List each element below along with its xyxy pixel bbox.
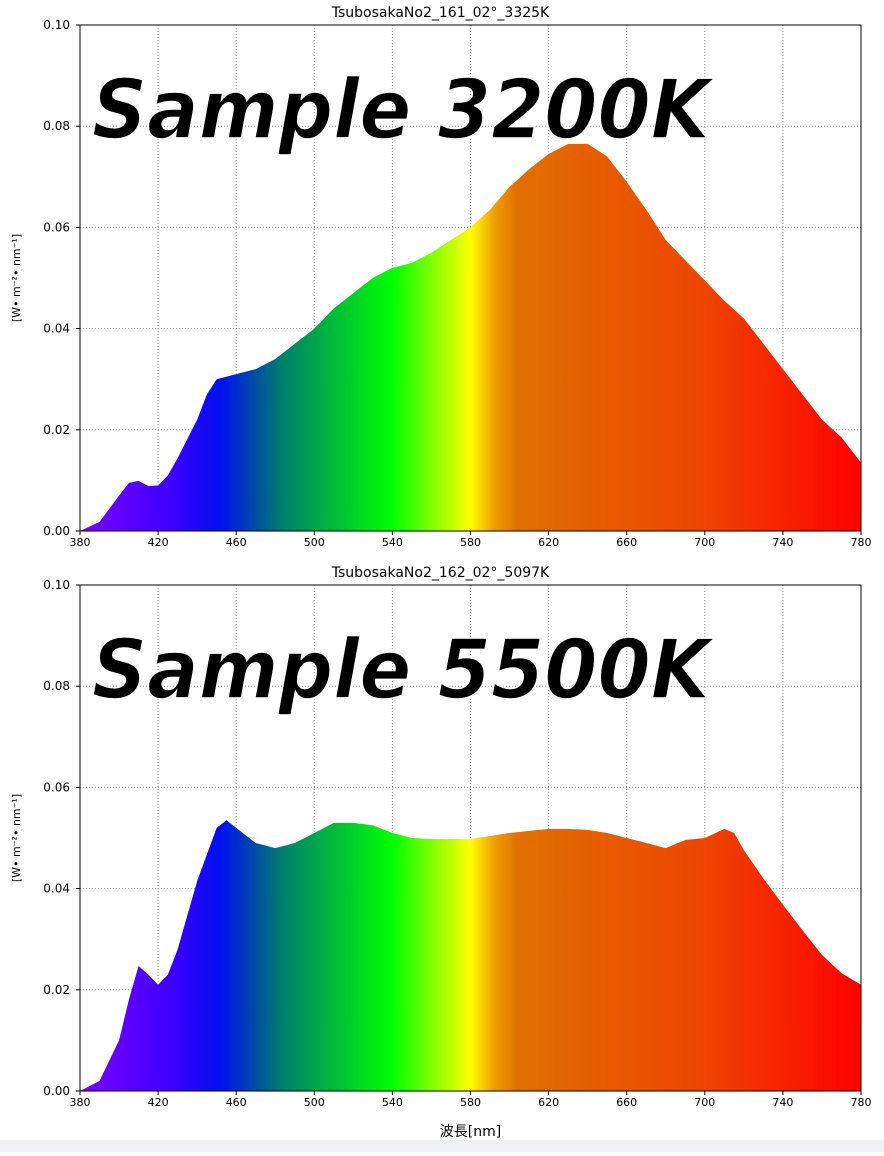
x-tick-label: 740 [772, 536, 793, 549]
y-tick-label: 0.00 [43, 524, 70, 538]
x-tick-label: 500 [304, 1096, 325, 1109]
x-tick-label: 540 [382, 1096, 403, 1109]
y-axis-label: [W• m⁻²• nm⁻¹] [10, 794, 23, 882]
x-tick-label: 460 [226, 1096, 247, 1109]
x-tick-label: 780 [851, 536, 872, 549]
x-tick-label: 420 [148, 536, 169, 549]
x-tick-label: 620 [538, 536, 559, 549]
x-tick-label: 660 [616, 1096, 637, 1109]
spectrum-area [80, 820, 861, 1091]
x-tick-label: 540 [382, 536, 403, 549]
x-tick-label: 700 [694, 1096, 715, 1109]
plot-frame [79, 584, 862, 1092]
y-tick-label: 0.04 [43, 322, 70, 336]
y-tick-label: 0.04 [43, 882, 70, 896]
x-tick-label: 780 [851, 1096, 872, 1109]
x-tick-label: 500 [304, 536, 325, 549]
y-tick-label: 0.10 [43, 18, 70, 32]
x-tick-label: 580 [460, 536, 481, 549]
y-tick-label: 0.08 [43, 119, 70, 133]
y-tick-label: 0.02 [43, 983, 70, 997]
plot-frame [79, 24, 862, 532]
x-tick-label: 580 [460, 1096, 481, 1109]
x-tick-label: 420 [148, 1096, 169, 1109]
x-tick-label: 380 [70, 536, 91, 549]
y-tick-label: 0.06 [43, 220, 70, 234]
y-axis-label: [W• m⁻²• nm⁻¹] [10, 234, 23, 322]
spectrum-area [80, 143, 861, 531]
annotation: Sample 3200K [92, 63, 715, 158]
x-tick-label: 620 [538, 1096, 559, 1109]
x-axis-label: 波長[nm] [440, 1124, 501, 1140]
chart-title: TsubosakaNo2_161_02°_3325K [331, 5, 550, 21]
x-tick-label: 740 [772, 1096, 793, 1109]
y-tick-label: 0.08 [43, 679, 70, 693]
y-tick-label: 0.00 [43, 1084, 70, 1098]
chart-title: TsubosakaNo2_162_02°_5097K [331, 565, 550, 581]
x-tick-label: 380 [70, 1096, 91, 1109]
x-tick-label: 460 [226, 536, 247, 549]
y-tick-label: 0.02 [43, 423, 70, 437]
annotation: Sample 5500K [92, 623, 715, 718]
x-tick-label: 660 [616, 536, 637, 549]
status-bar [0, 1140, 884, 1152]
y-tick-label: 0.06 [43, 780, 70, 794]
x-tick-label: 700 [694, 536, 715, 549]
y-tick-label: 0.10 [43, 578, 70, 592]
